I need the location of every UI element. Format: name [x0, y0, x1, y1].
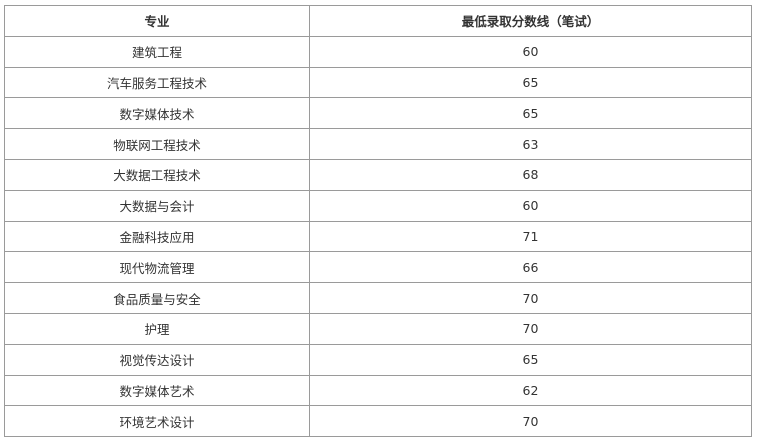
table-body: 建筑工程 60 汽车服务工程技术 65 数字媒体技术 65 物联网工程技术 63 大数据工程技术…	[4, 35, 752, 438]
major-cell: 食品质量与安全	[4, 282, 310, 314]
score-cell: 65	[309, 66, 752, 99]
score-cell: 66	[309, 251, 752, 284]
score-cell: 63	[309, 128, 752, 160]
table-row: 大数据与会计 60	[4, 189, 752, 222]
major-cell: 汽车服务工程技术	[4, 66, 310, 99]
table-row: 大数据工程技术 68	[4, 158, 752, 191]
score-cell: 62	[309, 374, 752, 407]
major-cell: 数字媒体技术	[4, 97, 310, 130]
major-cell: 数字媒体艺术	[4, 374, 310, 407]
table-row: 护理 70	[4, 312, 752, 345]
score-cell: 65	[309, 97, 752, 130]
table-row: 汽车服务工程技术 65	[4, 66, 752, 99]
major-cell: 环境艺术设计	[4, 405, 310, 438]
score-cell: 70	[309, 405, 752, 438]
table-row: 数字媒体艺术 62	[4, 374, 752, 407]
major-cell: 大数据与会计	[4, 189, 310, 222]
table-row: 环境艺术设计 70	[4, 405, 752, 438]
table-row: 现代物流管理 66	[4, 251, 752, 284]
score-cell: 70	[309, 312, 752, 345]
major-cell: 视觉传达设计	[4, 343, 310, 376]
major-cell: 大数据工程技术	[4, 158, 310, 191]
major-cell: 金融科技应用	[4, 220, 310, 253]
table-header-row: 专业 最低录取分数线（笔试）	[4, 5, 752, 37]
score-cell: 60	[309, 189, 752, 222]
header-min-score: 最低录取分数线（笔试）	[309, 5, 752, 37]
table-row: 金融科技应用 71	[4, 220, 752, 253]
table-row: 数字媒体技术 65	[4, 97, 752, 130]
major-cell: 物联网工程技术	[4, 128, 310, 160]
table-row: 食品质量与安全 70	[4, 282, 752, 314]
score-cell: 60	[309, 35, 752, 68]
admission-score-table: 专业 最低录取分数线（笔试） 建筑工程 60 汽车服务工程技术 65 数字媒体技术 65 物…	[4, 5, 752, 438]
major-cell: 护理	[4, 312, 310, 345]
table-row: 物联网工程技术 63	[4, 128, 752, 160]
score-cell: 71	[309, 220, 752, 253]
score-cell: 65	[309, 343, 752, 376]
major-cell: 建筑工程	[4, 35, 310, 68]
major-cell: 现代物流管理	[4, 251, 310, 284]
table-row: 建筑工程 60	[4, 35, 752, 68]
score-cell: 70	[309, 282, 752, 314]
table-row: 视觉传达设计 65	[4, 343, 752, 376]
score-cell: 68	[309, 158, 752, 191]
header-major: 专业	[4, 5, 310, 37]
